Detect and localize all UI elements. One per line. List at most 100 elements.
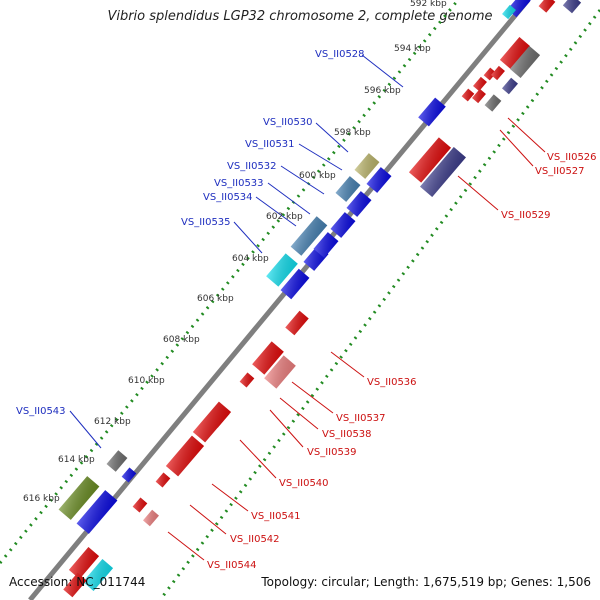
- gene-box-shade: [346, 191, 372, 217]
- tick-label: 602 kbp: [266, 212, 303, 222]
- gene-label-left: VS_II0530: [263, 117, 313, 128]
- gene-box-shade: [418, 97, 446, 127]
- leader-line-left: [255, 196, 297, 227]
- gene-box-shade: [366, 167, 392, 193]
- leader-line-right: [189, 504, 227, 535]
- leader-line-right: [291, 381, 334, 414]
- gene-label-left: VS_II0532: [227, 161, 277, 172]
- gene-feature: [418, 97, 446, 127]
- leader-line-right: [279, 397, 319, 430]
- gene-feature: [472, 88, 486, 104]
- leader-line-left: [267, 182, 311, 215]
- gene-label-right: VS_II0526: [547, 152, 597, 163]
- gene-label-right: VS_II0536: [367, 377, 417, 388]
- tick-label: 592 kbp: [410, 0, 447, 9]
- gene-label-right: VS_II0544: [207, 560, 257, 571]
- gene-box-shade: [472, 88, 486, 104]
- gene-box-shade: [121, 467, 137, 483]
- tick-label: 598 kbp: [334, 128, 371, 138]
- gene-feature: [483, 67, 497, 81]
- gene-box-shade: [509, 46, 541, 78]
- gene-feature: [58, 476, 100, 520]
- gene-label-right: VS_II0539: [307, 447, 357, 458]
- gene-box-shade: [280, 268, 310, 300]
- tick-label: 604 kbp: [232, 254, 269, 264]
- label-leader-lines: [69, 54, 546, 561]
- gene-box-shade: [538, 0, 556, 13]
- gene-feature: [266, 253, 298, 287]
- gene-box-shade: [165, 435, 205, 477]
- gene-box-shade: [461, 88, 475, 102]
- gene-box-shade: [58, 476, 100, 520]
- gene-feature: [192, 401, 232, 443]
- leader-line-left: [298, 143, 343, 171]
- gene-feature: [346, 191, 372, 217]
- gene-feature: [461, 88, 475, 102]
- tick-label: 616 kbp: [23, 494, 60, 504]
- gene-feature: [132, 497, 148, 513]
- gene-feature: [252, 341, 284, 375]
- gene-box-shade: [266, 253, 298, 287]
- leader-line-left: [280, 165, 325, 195]
- leader-line-right: [499, 129, 534, 167]
- gene-label-left: VS_II0531: [245, 139, 295, 150]
- gene-box-shade: [562, 0, 582, 14]
- leader-line-right: [239, 439, 277, 479]
- gene-feature: [290, 216, 328, 256]
- gene-box-shade: [132, 497, 148, 513]
- gene-label-left: VS_II0534: [203, 192, 253, 203]
- gene-box-shade: [82, 559, 114, 591]
- gene-box-shade: [63, 572, 87, 598]
- gene-feature: [313, 232, 339, 258]
- inner-dotted-track: [158, 9, 600, 600]
- gene-feature: [408, 137, 452, 183]
- gene-feature: [484, 94, 502, 112]
- leader-line-left: [361, 54, 404, 88]
- gene-feature: [335, 176, 361, 202]
- gene-feature: [68, 547, 100, 579]
- gene-feature: [155, 472, 171, 488]
- gene-feature: [562, 0, 582, 14]
- gene-feature: [63, 572, 87, 598]
- gene-box-shade: [76, 490, 118, 534]
- gene-box-shade: [264, 355, 296, 389]
- gene-box-shade: [491, 65, 505, 81]
- gene-feature: [239, 372, 255, 388]
- leader-line-left: [315, 122, 349, 153]
- gene-feature: [473, 76, 487, 92]
- leader-line-right: [330, 351, 365, 378]
- gene-feature: [366, 167, 392, 193]
- gene-box-shade: [155, 472, 171, 488]
- gene-features: [58, 0, 582, 598]
- gene-box-shade: [420, 147, 466, 197]
- gene-labels: VS_II0528 VS_II0530 VS_II0531 VS_II0532 VS_I…: [16, 49, 597, 571]
- gene-feature: [280, 268, 310, 300]
- gene-label-right: VS_II0527: [535, 166, 585, 177]
- leader-line-right: [269, 409, 304, 448]
- gene-feature: [82, 559, 114, 591]
- gene-box-shade: [106, 450, 128, 472]
- gene-feature: [502, 77, 518, 95]
- gene-box-shade: [285, 310, 309, 336]
- tick-label: 606 kbp: [197, 294, 234, 304]
- gene-box-shade: [473, 76, 487, 92]
- gene-feature: [264, 355, 296, 389]
- tick-label: 614 kbp: [58, 455, 95, 465]
- tick-label: 596 kbp: [364, 86, 401, 96]
- gene-feature: [420, 147, 466, 197]
- topology-text: Topology: circular; Length: 1,675,519 bp…: [261, 575, 591, 589]
- gene-label-left: VS_II0533: [214, 178, 264, 189]
- gene-label-right: VS_II0529: [501, 210, 551, 221]
- gene-feature: [330, 212, 356, 238]
- gene-box-shade: [408, 137, 452, 183]
- gene-feature: [502, 4, 516, 20]
- leader-line-right: [167, 531, 205, 561]
- gene-label-right: VS_II0542: [230, 534, 280, 545]
- genome-title: Vibrio splendidus LGP32 chromosome 2, co…: [107, 9, 493, 24]
- leader-line-right: [457, 175, 499, 211]
- gene-box-shade: [313, 232, 339, 258]
- gene-box-shade: [335, 176, 361, 202]
- gene-box-shade: [499, 37, 531, 69]
- leader-line-left: [233, 221, 263, 254]
- gene-box-shade: [484, 94, 502, 112]
